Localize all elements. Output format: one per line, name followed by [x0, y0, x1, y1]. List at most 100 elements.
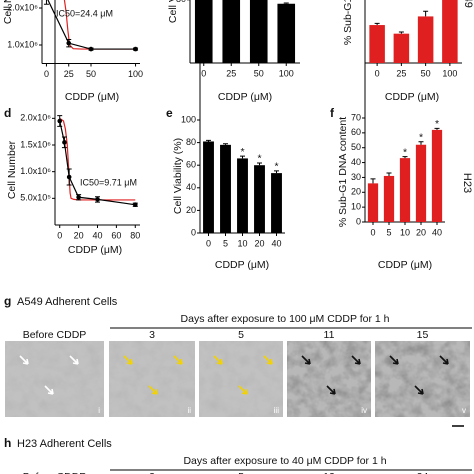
data-point — [88, 46, 94, 52]
y-tick-label: 80 — [176, 0, 186, 4]
cell-line-label: A549 — [462, 0, 474, 8]
data-point — [66, 174, 72, 180]
error-bar — [418, 141, 424, 145]
significance: * — [435, 118, 439, 130]
data-point — [57, 118, 63, 124]
significance: * — [257, 153, 261, 165]
x-tick-label: 20 — [416, 227, 426, 237]
x-tick-label: 20 — [254, 238, 264, 248]
error-bar — [223, 143, 228, 145]
x-tick-label: 0 — [375, 68, 380, 78]
error-bar — [386, 172, 392, 176]
x-tick-label: 10 — [237, 238, 247, 248]
data-point — [76, 194, 81, 200]
error-bar — [274, 170, 279, 174]
image-numeral: i — [98, 406, 100, 415]
column-label: 5 — [238, 471, 244, 474]
x-tick-label: 50 — [254, 68, 264, 78]
error-bar — [423, 10, 429, 17]
micrograph-texture — [287, 341, 371, 417]
panel-label: f — [330, 106, 335, 120]
micrograph-texture — [375, 341, 470, 417]
significance: * — [403, 146, 407, 158]
column-label: 11 — [324, 329, 335, 341]
error-bar — [206, 139, 211, 142]
data-point — [66, 40, 72, 46]
x-tick-label: 40 — [432, 227, 442, 237]
y-tick-label: 20 — [351, 187, 361, 197]
micrograph-texture — [199, 341, 283, 417]
caption: Days after exposure to 40 μM CDDP for 1 … — [183, 455, 386, 467]
image-numeral: ii — [187, 406, 191, 415]
chart: Cell Viability (%) CDDP (μM) 80 0 25 50 100 — [167, 0, 300, 103]
bar — [415, 144, 427, 222]
bar — [417, 16, 434, 63]
arrow — [19, 355, 29, 365]
y-tick-label: 80 — [186, 137, 196, 147]
data-point — [95, 197, 100, 202]
bar — [442, 0, 458, 64]
bar — [383, 175, 395, 222]
y-axis-label: % Sub-G1 DNA content — [342, 0, 354, 45]
bar — [254, 165, 265, 233]
y-axis-label: Cell Number — [2, 0, 14, 24]
y-tick-label: 60 — [351, 127, 361, 137]
x-tick-label: 0 — [370, 227, 375, 237]
error-bar — [257, 162, 262, 166]
x-axis-label: CDDP (μM) — [215, 259, 269, 271]
x-tick-label: 50 — [86, 69, 96, 79]
error-bar — [434, 127, 440, 130]
micrograph-texture — [109, 341, 195, 417]
panel-title: A549 Adherent Cells — [17, 296, 118, 308]
x-tick-label: 80 — [130, 230, 140, 240]
x-tick-label: 20 — [74, 230, 84, 240]
arrow — [213, 355, 223, 365]
y-tick-label: 20 — [186, 205, 196, 215]
bar — [222, 0, 241, 63]
fit-curve — [63, 0, 136, 50]
x-tick-label: 5 — [223, 238, 228, 248]
bar — [369, 25, 385, 63]
x-axis-label: CDDP (μM) — [218, 91, 272, 103]
x-tick-label: 10 — [400, 227, 410, 237]
column-label: 12 — [323, 471, 335, 474]
arrow — [148, 385, 158, 395]
x-tick-label: 60 — [111, 230, 121, 240]
chart: Cell Number CDDP (μM) 1.0x10⁶ 2.0x10⁶ 0 25 50 1… — [2, 0, 143, 103]
x-axis-label: CDDP (μM) — [385, 91, 439, 103]
y-axis-label: Cell Number — [6, 140, 18, 199]
y-tick-label: 40 — [186, 182, 196, 192]
error-bar — [402, 156, 408, 159]
x-tick-label: 100 — [442, 68, 457, 78]
column-label: Before CDDP — [23, 329, 87, 341]
bar — [277, 3, 296, 63]
data-line — [47, 0, 136, 50]
panel-label: g — [4, 294, 11, 308]
image-numeral: v — [462, 406, 466, 415]
image-numeral: iii — [274, 406, 280, 415]
column-label: 24 — [417, 471, 429, 474]
arrow — [326, 385, 336, 395]
y-tick-label: 30 — [351, 172, 361, 182]
chart: % Sub-G1 DNA content CDDP (μM) A549 0 25 50 10… — [342, 0, 474, 103]
error-bar — [43, 0, 49, 5]
y-tick-label: 2.0x10⁶ — [20, 113, 51, 123]
x-tick-label: 0 — [206, 238, 211, 248]
y-tick-label: 100 — [181, 114, 196, 124]
significance: * — [240, 146, 244, 158]
x-tick-label: 40 — [271, 238, 281, 248]
bar — [271, 173, 282, 233]
x-tick-label: 0 — [201, 68, 206, 78]
arrow — [439, 355, 449, 365]
arrow — [389, 355, 399, 365]
y-tick-label: 40 — [351, 157, 361, 167]
bar — [203, 141, 214, 233]
data-point — [133, 46, 138, 52]
y-axis-label: Cell Viability (%) — [172, 138, 184, 214]
panel-label: h — [4, 436, 11, 450]
x-axis-label: CDDP (μM) — [65, 91, 119, 103]
y-tick-label: 5.0x10⁵ — [20, 193, 51, 203]
